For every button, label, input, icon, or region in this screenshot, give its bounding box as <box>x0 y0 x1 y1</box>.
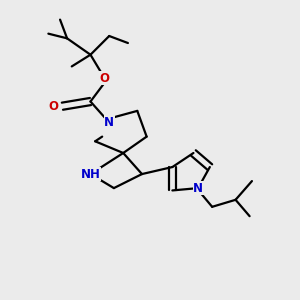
Text: N: N <box>193 182 203 195</box>
Text: N: N <box>104 116 114 129</box>
Text: NH: NH <box>80 168 100 181</box>
Text: O: O <box>48 100 58 113</box>
Text: O: O <box>100 72 110 85</box>
